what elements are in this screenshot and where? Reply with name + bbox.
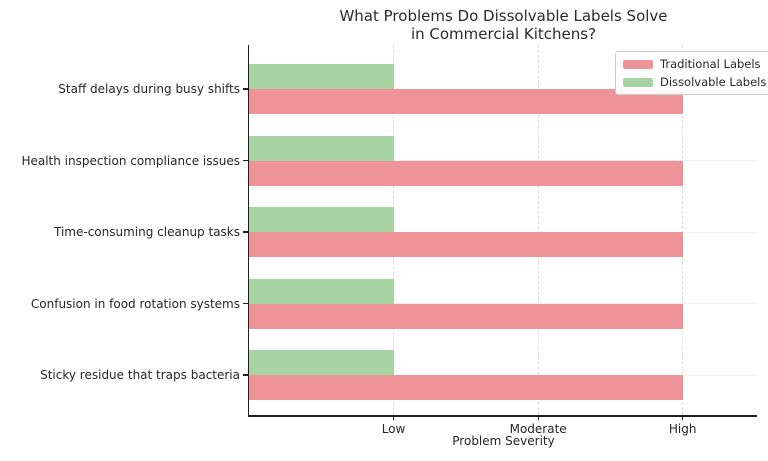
bar-traditional-labels: [249, 89, 683, 114]
bar-dissolvable-labels: [249, 278, 394, 304]
x-tick-label: High: [668, 422, 697, 436]
bar-dissolvable-labels: [249, 135, 394, 161]
y-tick-mark: [243, 302, 249, 305]
bar-traditional-labels: [249, 232, 683, 257]
y-tick-mark: [243, 88, 249, 90]
bar-traditional-labels: [249, 160, 683, 186]
legend-label: Dissolvable Labels: [660, 75, 767, 89]
legend-swatch: [623, 59, 653, 69]
x-axis-spine: [247, 415, 757, 417]
y-axis-spine: [247, 45, 249, 415]
x-gridline: [682, 45, 684, 415]
chart-title-line2: in Commercial Kitchens?: [410, 24, 597, 43]
y-tick-label: Sticky residue that traps bacteria: [40, 368, 240, 382]
x-tick-label: Low: [381, 422, 406, 436]
bar-dissolvable-labels: [249, 64, 394, 89]
bar-dissolvable-labels: [249, 207, 394, 232]
chart-title: What Problems Do Dissolvable Labels Solv…: [249, 7, 758, 43]
legend-item: Traditional Labels: [623, 57, 766, 71]
legend-item: Dissolvable Labels: [623, 75, 766, 89]
bar-traditional-labels: [249, 375, 683, 400]
chart-title-line1: What Problems Do Dissolvable Labels Solv…: [339, 7, 668, 25]
y-tick-mark: [243, 159, 249, 162]
legend: Traditional Labels Dissolvable Labels: [615, 51, 768, 95]
y-tick-mark: [243, 231, 249, 233]
legend-swatch: [623, 77, 653, 87]
y-tick-label: Confusion in food rotation systems: [30, 296, 240, 311]
y-tick-label: Staff delays during busy shifts: [58, 82, 240, 96]
bar-traditional-labels: [249, 303, 683, 329]
x-tick-mark: [392, 415, 395, 420]
legend-label: Traditional Labels: [660, 57, 761, 71]
x-tick-mark: [537, 415, 539, 420]
x-tick-mark: [682, 415, 684, 420]
y-tick-mark: [243, 374, 249, 376]
y-tick-label: Health inspection compliance issues: [21, 153, 240, 168]
x-axis-label: Problem Severity: [452, 434, 555, 448]
y-tick-label: Time-consuming cleanup tasks: [54, 225, 240, 239]
bar-dissolvable-labels: [249, 350, 394, 375]
x-tick-label: Moderate: [509, 422, 567, 436]
x-gridline: [537, 45, 539, 415]
x-gridline: [393, 45, 395, 415]
